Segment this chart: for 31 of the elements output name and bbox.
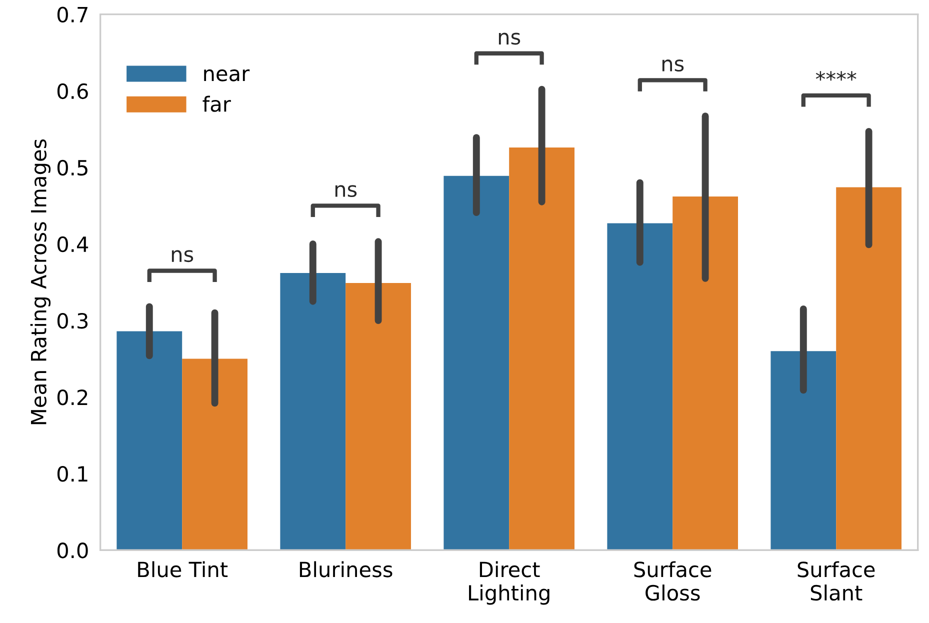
bar xyxy=(346,282,411,550)
annotation: ns xyxy=(172,250,194,262)
annotation: ns xyxy=(662,60,684,72)
bar xyxy=(607,223,673,550)
x-tick-label: Direct Lighting xyxy=(469,561,550,605)
y-axis-title: Mean Rating Across Images xyxy=(30,139,51,424)
y-tick-label: 0.3 xyxy=(57,312,88,329)
bar xyxy=(116,331,182,550)
annotation: ns xyxy=(335,185,357,198)
y-tick-label: 0.1 xyxy=(57,466,88,482)
bar xyxy=(280,273,346,550)
bar xyxy=(836,187,902,550)
y-tick-label: 0.2 xyxy=(57,389,88,406)
x-tick-label: Blue Tint xyxy=(138,561,228,578)
bar xyxy=(770,351,836,550)
x-tick-label: Surface Slant xyxy=(798,561,875,601)
annotation: ns xyxy=(498,32,520,45)
bar xyxy=(509,148,574,550)
y-tick-label: 0.0 xyxy=(57,542,88,558)
x-tick-label: Bluriness xyxy=(300,561,392,578)
y-tick-label: 0.4 xyxy=(57,236,88,252)
annotation: **** xyxy=(816,71,856,81)
x-tick-label: Surface Gloss xyxy=(634,561,712,601)
y-tick-label: 0.7 xyxy=(57,6,88,23)
bar xyxy=(672,196,738,550)
legend-label: near xyxy=(204,69,250,82)
y-tick-label: 0.5 xyxy=(57,160,88,176)
bar xyxy=(444,176,510,550)
bar xyxy=(182,358,248,550)
y-tick-label: 0.6 xyxy=(57,83,88,100)
legend-label: far xyxy=(202,96,231,112)
